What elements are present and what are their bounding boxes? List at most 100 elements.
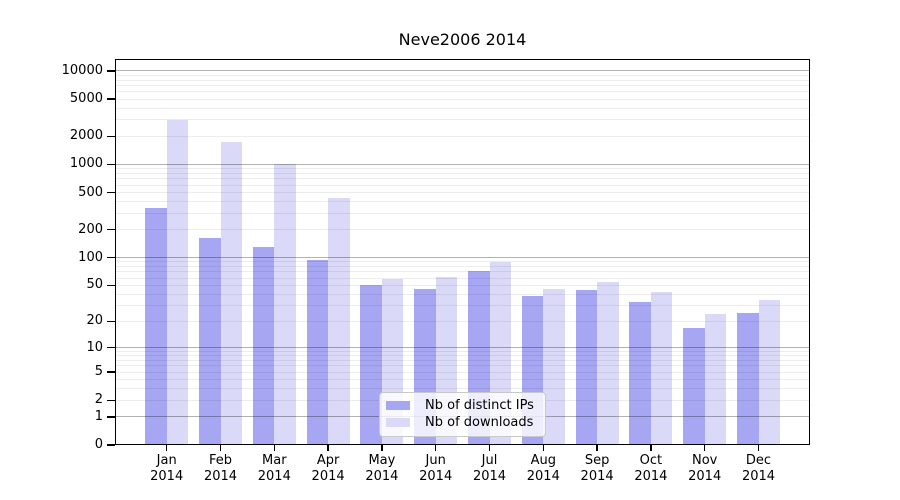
bar-downloads-aug <box>543 288 565 445</box>
y-tick-label: 50 <box>86 277 103 293</box>
y-tick-label: 10000 <box>61 62 103 78</box>
x-tick-label-mar: Mar 2014 <box>239 453 309 485</box>
x-tick-month: Mar <box>262 453 287 468</box>
bar-distinct-ips-sep <box>575 290 598 445</box>
x-tick-label-jul: Jul 2014 <box>455 453 525 485</box>
bar-distinct-ips-feb <box>199 238 221 445</box>
y-tick-mark <box>107 191 115 194</box>
bar-distinct-ips-dec <box>737 312 759 445</box>
minor-gridline <box>115 284 810 286</box>
legend-swatch-distinct-ips <box>386 401 410 410</box>
x-tick-label-dec: Dec 2014 <box>724 453 794 485</box>
legend-swatch-downloads <box>386 418 410 427</box>
bar-downloads-oct <box>650 292 673 445</box>
minor-gridline <box>115 74 810 76</box>
bar-downloads-mar <box>274 164 296 445</box>
x-tick-year: 2014 <box>688 469 722 484</box>
x-tick-year: 2014 <box>580 469 614 484</box>
y-tick-mark <box>107 416 115 418</box>
x-tick-mark <box>273 445 276 451</box>
x-tick-mark <box>542 445 545 451</box>
minor-gridline <box>115 320 810 322</box>
y-tick-mark <box>107 98 115 100</box>
x-tick-year: 2014 <box>526 469 560 484</box>
y-tick-label: 20 <box>86 313 103 329</box>
minor-gridline <box>115 79 810 81</box>
legend-item-distinct-ips: Nb of distinct IPs <box>380 397 545 414</box>
minor-gridline <box>115 371 810 373</box>
x-tick-year: 2014 <box>257 469 291 484</box>
bar-distinct-ips-may <box>360 285 382 445</box>
y-tick-mark <box>107 228 115 231</box>
minor-gridline <box>115 360 810 362</box>
x-tick-label-sep: Sep 2014 <box>562 453 632 485</box>
minor-gridline <box>115 135 810 137</box>
y-tick-label: 2000 <box>69 128 103 144</box>
y-tick-label: 1 <box>94 408 103 424</box>
x-tick-mark <box>596 445 598 451</box>
minor-gridline <box>115 355 810 357</box>
y-tick-mark <box>107 163 115 166</box>
bar-downloads-feb <box>220 141 242 445</box>
x-tick-month: Dec <box>745 453 772 468</box>
y-tick-label: 500 <box>78 184 103 200</box>
minor-gridline <box>115 178 810 180</box>
x-tick-month: Feb <box>208 453 233 468</box>
x-tick-label-jun: Jun 2014 <box>401 453 471 485</box>
x-tick-label-apr: Apr 2014 <box>293 453 363 485</box>
x-tick-label-feb: Feb 2014 <box>186 453 256 485</box>
bar-downloads-apr <box>328 198 350 445</box>
x-tick-label-aug: Aug 2014 <box>508 453 578 485</box>
minor-gridline <box>115 261 810 263</box>
x-tick-year: 2014 <box>741 469 776 484</box>
y-tick-label: 0 <box>94 437 103 452</box>
x-tick-year: 2014 <box>472 469 507 484</box>
minor-gridline <box>115 388 810 390</box>
minor-gridline <box>115 201 810 203</box>
minor-gridline <box>115 277 810 279</box>
major-gridline <box>115 257 810 259</box>
chart-title: Neve2006 2014 <box>398 30 527 49</box>
minor-gridline <box>115 271 810 273</box>
minor-gridline <box>115 184 810 186</box>
x-tick-month: Jan <box>156 453 177 468</box>
x-tick-mark <box>165 445 168 451</box>
x-tick-mark <box>650 445 652 451</box>
x-tick-month: Jun <box>425 453 446 468</box>
minor-gridline <box>115 212 810 214</box>
x-tick-month: Jul <box>481 453 498 468</box>
minor-gridline <box>115 229 810 231</box>
y-tick-mark <box>107 399 115 402</box>
bar-distinct-ips-nov <box>683 327 705 445</box>
y-tick-mark <box>107 256 115 259</box>
x-tick-mark <box>327 445 329 451</box>
gridlines-layer <box>115 59 810 445</box>
x-tick-mark <box>381 445 383 451</box>
x-tick-year: 2014 <box>634 469 668 484</box>
minor-gridline <box>115 173 810 174</box>
x-tick-mark <box>434 445 437 451</box>
y-tick-mark <box>107 371 115 373</box>
y-tick-mark <box>107 70 115 72</box>
bar-distinct-ips-apr <box>306 259 329 445</box>
x-axis: Jan 2014 Feb 2014 Mar 2014 Apr 2014 May 2014 Jun 20… <box>115 59 810 484</box>
y-axis: 0 1 2 5 10 20 50 100 200 500 1000 2000 5000 10000 <box>62 59 810 452</box>
y-tick-label: 2 <box>94 392 103 408</box>
y-tick-mark <box>107 284 115 287</box>
x-tick-label-oct: Oct 2014 <box>616 453 686 485</box>
x-tick-mark <box>757 445 760 451</box>
legend-item-downloads: Nb of downloads <box>380 414 545 431</box>
x-tick-year: 2014 <box>150 469 184 484</box>
bar-distinct-ips-oct <box>629 301 651 445</box>
x-tick-mark <box>703 445 706 451</box>
major-gridline <box>115 163 810 165</box>
x-tick-year: 2014 <box>365 469 399 484</box>
y-tick-mark <box>107 135 115 138</box>
major-gridline <box>115 347 810 349</box>
minor-gridline <box>115 168 810 170</box>
y-tick-label: 5000 <box>69 91 103 107</box>
legend-label: Nb of downloads <box>425 415 534 430</box>
x-tick-year: 2014 <box>311 469 345 484</box>
plot-area: 0 1 2 5 10 20 50 100 200 500 1000 2000 5000 10000 Jan… <box>62 59 810 484</box>
